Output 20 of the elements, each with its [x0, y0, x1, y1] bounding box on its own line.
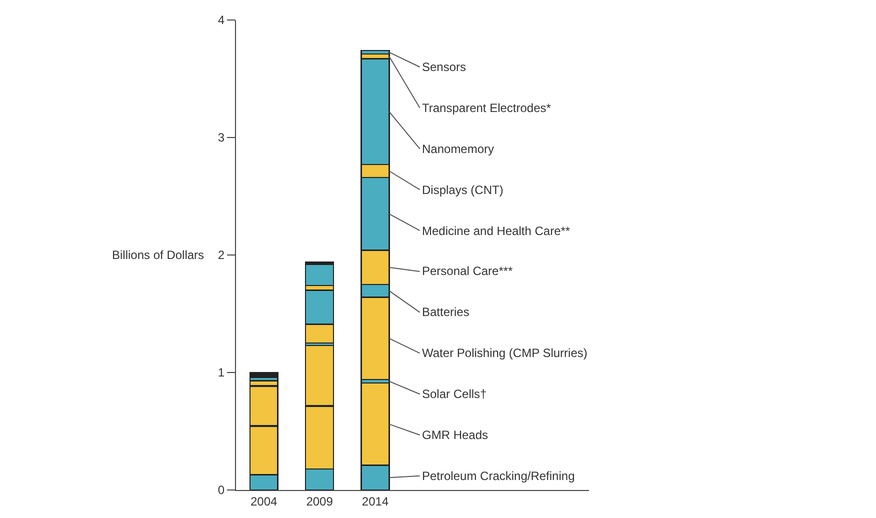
text: Displays (CNT): [422, 183, 504, 197]
y-tick-label: 0: [218, 483, 225, 498]
text: Solar Cells†: [422, 387, 487, 401]
y-tick-label: 1: [218, 366, 225, 380]
text: Sensors: [422, 60, 466, 74]
text: Water Polishing (CMP Slurries): [422, 346, 588, 360]
y-tick-label: 3: [218, 130, 225, 145]
text: GMR Heads: [422, 428, 488, 442]
x-tick-label: 2004: [250, 494, 278, 508]
y-tick-label: 2: [218, 248, 225, 262]
text: Medicine and Health Care**: [422, 224, 570, 238]
text: Nanomemory: [422, 142, 494, 156]
text: Personal Care***: [422, 264, 514, 278]
y-tick-label: 4: [218, 13, 225, 28]
text: Transparent Electrodes*: [422, 101, 552, 115]
text: Petroleum Cracking/Refining: [422, 469, 575, 483]
x-tick-label: 2014: [362, 494, 389, 508]
text: Batteries: [422, 305, 470, 319]
y-axis-title: Billions of Dollars: [112, 248, 204, 262]
x-tick-label: 2009: [306, 494, 334, 508]
